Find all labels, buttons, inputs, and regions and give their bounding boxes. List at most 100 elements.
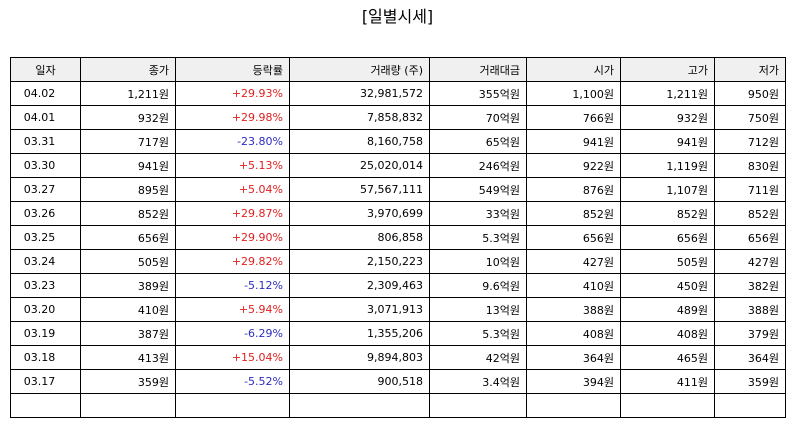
cell-close: 389원: [80, 273, 176, 298]
table-row: 03.26 852원 +29.87% 3,970,699 33억원 852원 852원 852…: [10, 201, 786, 226]
column-header-volume: 거래량 (주): [289, 57, 430, 82]
cell-change: -5.52%: [175, 369, 290, 394]
cell-volume: 25,020,014: [289, 153, 430, 178]
cell-low: 382원: [714, 273, 786, 298]
cell-open: 427원: [526, 249, 621, 274]
cell-close: 852원: [80, 201, 176, 226]
cell-high: 505원: [620, 249, 715, 274]
cell-change: +29.98%: [175, 105, 290, 130]
cell-amount: 355억원: [429, 81, 527, 106]
cell-empty: [175, 393, 290, 418]
table-row: 04.02 1,211원 +29.93% 32,981,572 355억원 1,100원 1…: [10, 81, 786, 106]
cell-open: 364원: [526, 345, 621, 370]
column-header-amount: 거래대금: [429, 57, 527, 82]
cell-open: 408원: [526, 321, 621, 346]
cell-low: 388원: [714, 297, 786, 322]
cell-date: 03.30: [10, 153, 81, 178]
cell-close: 932원: [80, 105, 176, 130]
cell-close: 1,211원: [80, 81, 176, 106]
table-row: 04.01 932원 +29.98% 7,858,832 70억원 766원 932원 750…: [10, 105, 786, 130]
cell-amount: 42억원: [429, 345, 527, 370]
cell-amount: 13억원: [429, 297, 527, 322]
cell-change: +29.93%: [175, 81, 290, 106]
cell-date: 03.19: [10, 321, 81, 346]
cell-volume: 2,309,463: [289, 273, 430, 298]
cell-change: +29.90%: [175, 225, 290, 250]
cell-high: 465원: [620, 345, 715, 370]
table-row: 03.31 717원 -23.80% 8,160,758 65억원 941원 941원 712…: [10, 129, 786, 154]
cell-empty: [289, 393, 430, 418]
cell-volume: 900,518: [289, 369, 430, 394]
cell-volume: 3,071,913: [289, 297, 430, 322]
cell-volume: 806,858: [289, 225, 430, 250]
table-row: 03.17 359원 -5.52% 900,518 3.4억원 394원 411원 359원: [10, 369, 786, 394]
cell-open: 410원: [526, 273, 621, 298]
cell-volume: 3,970,699: [289, 201, 430, 226]
cell-empty: [714, 393, 786, 418]
cell-change: +29.82%: [175, 249, 290, 274]
column-header-open: 시가: [526, 57, 621, 82]
cell-volume: 9,894,803: [289, 345, 430, 370]
cell-change: -5.12%: [175, 273, 290, 298]
cell-close: 410원: [80, 297, 176, 322]
cell-high: 408원: [620, 321, 715, 346]
cell-close: 387원: [80, 321, 176, 346]
cell-low: 711원: [714, 177, 786, 202]
column-header-close: 종가: [80, 57, 176, 82]
column-header-high: 고가: [620, 57, 715, 82]
cell-empty: [10, 393, 81, 418]
cell-change: -6.29%: [175, 321, 290, 346]
cell-close: 717원: [80, 129, 176, 154]
cell-date: 03.18: [10, 345, 81, 370]
cell-amount: 70억원: [429, 105, 527, 130]
cell-change: +5.13%: [175, 153, 290, 178]
table-row: 03.19 387원 -6.29% 1,355,206 5.3억원 408원 408원 379…: [10, 321, 786, 346]
cell-date: 03.20: [10, 297, 81, 322]
cell-open: 922원: [526, 153, 621, 178]
cell-open: 766원: [526, 105, 621, 130]
column-header-change: 등락률: [175, 57, 290, 82]
cell-volume: 2,150,223: [289, 249, 430, 274]
cell-change: -23.80%: [175, 129, 290, 154]
cell-open: 852원: [526, 201, 621, 226]
cell-high: 450원: [620, 273, 715, 298]
cell-low: 750원: [714, 105, 786, 130]
cell-high: 411원: [620, 369, 715, 394]
table-row: 03.27 895원 +5.04% 57,567,111 549억원 876원 1,107원…: [10, 177, 786, 202]
cell-volume: 1,355,206: [289, 321, 430, 346]
page-title: [일별시세]: [361, 7, 434, 26]
column-header-low: 저가: [714, 57, 786, 82]
cell-change: +15.04%: [175, 345, 290, 370]
cell-open: 876원: [526, 177, 621, 202]
cell-volume: 57,567,111: [289, 177, 430, 202]
cell-date: 03.26: [10, 201, 81, 226]
cell-change: +5.94%: [175, 297, 290, 322]
cell-amount: 246억원: [429, 153, 527, 178]
cell-low: 359원: [714, 369, 786, 394]
cell-amount: 65억원: [429, 129, 527, 154]
cell-amount: 5.3억원: [429, 225, 527, 250]
cell-high: 941원: [620, 129, 715, 154]
cell-open: 1,100원: [526, 81, 621, 106]
table-header-row: 일자 종가 등락률 거래량 (주) 거래대금 시가 고가 저가: [10, 57, 786, 82]
cell-high: 1,107원: [620, 177, 715, 202]
cell-volume: 32,981,572: [289, 81, 430, 106]
cell-amount: 549억원: [429, 177, 527, 202]
cell-empty: [526, 393, 621, 418]
cell-open: 941원: [526, 129, 621, 154]
cell-volume: 7,858,832: [289, 105, 430, 130]
table-row-empty: [10, 393, 786, 418]
cell-open: 656원: [526, 225, 621, 250]
cell-open: 388원: [526, 297, 621, 322]
cell-date: 03.17: [10, 369, 81, 394]
table-row: 03.20 410원 +5.94% 3,071,913 13억원 388원 489원 388원: [10, 297, 786, 322]
cell-high: 932원: [620, 105, 715, 130]
cell-low: 950원: [714, 81, 786, 106]
cell-date: 03.24: [10, 249, 81, 274]
column-header-date: 일자: [10, 57, 81, 82]
cell-change: +29.87%: [175, 201, 290, 226]
cell-high: 852원: [620, 201, 715, 226]
table-row: 03.23 389원 -5.12% 2,309,463 9.6억원 410원 450원 382…: [10, 273, 786, 298]
cell-low: 364원: [714, 345, 786, 370]
cell-date: 04.02: [10, 81, 81, 106]
